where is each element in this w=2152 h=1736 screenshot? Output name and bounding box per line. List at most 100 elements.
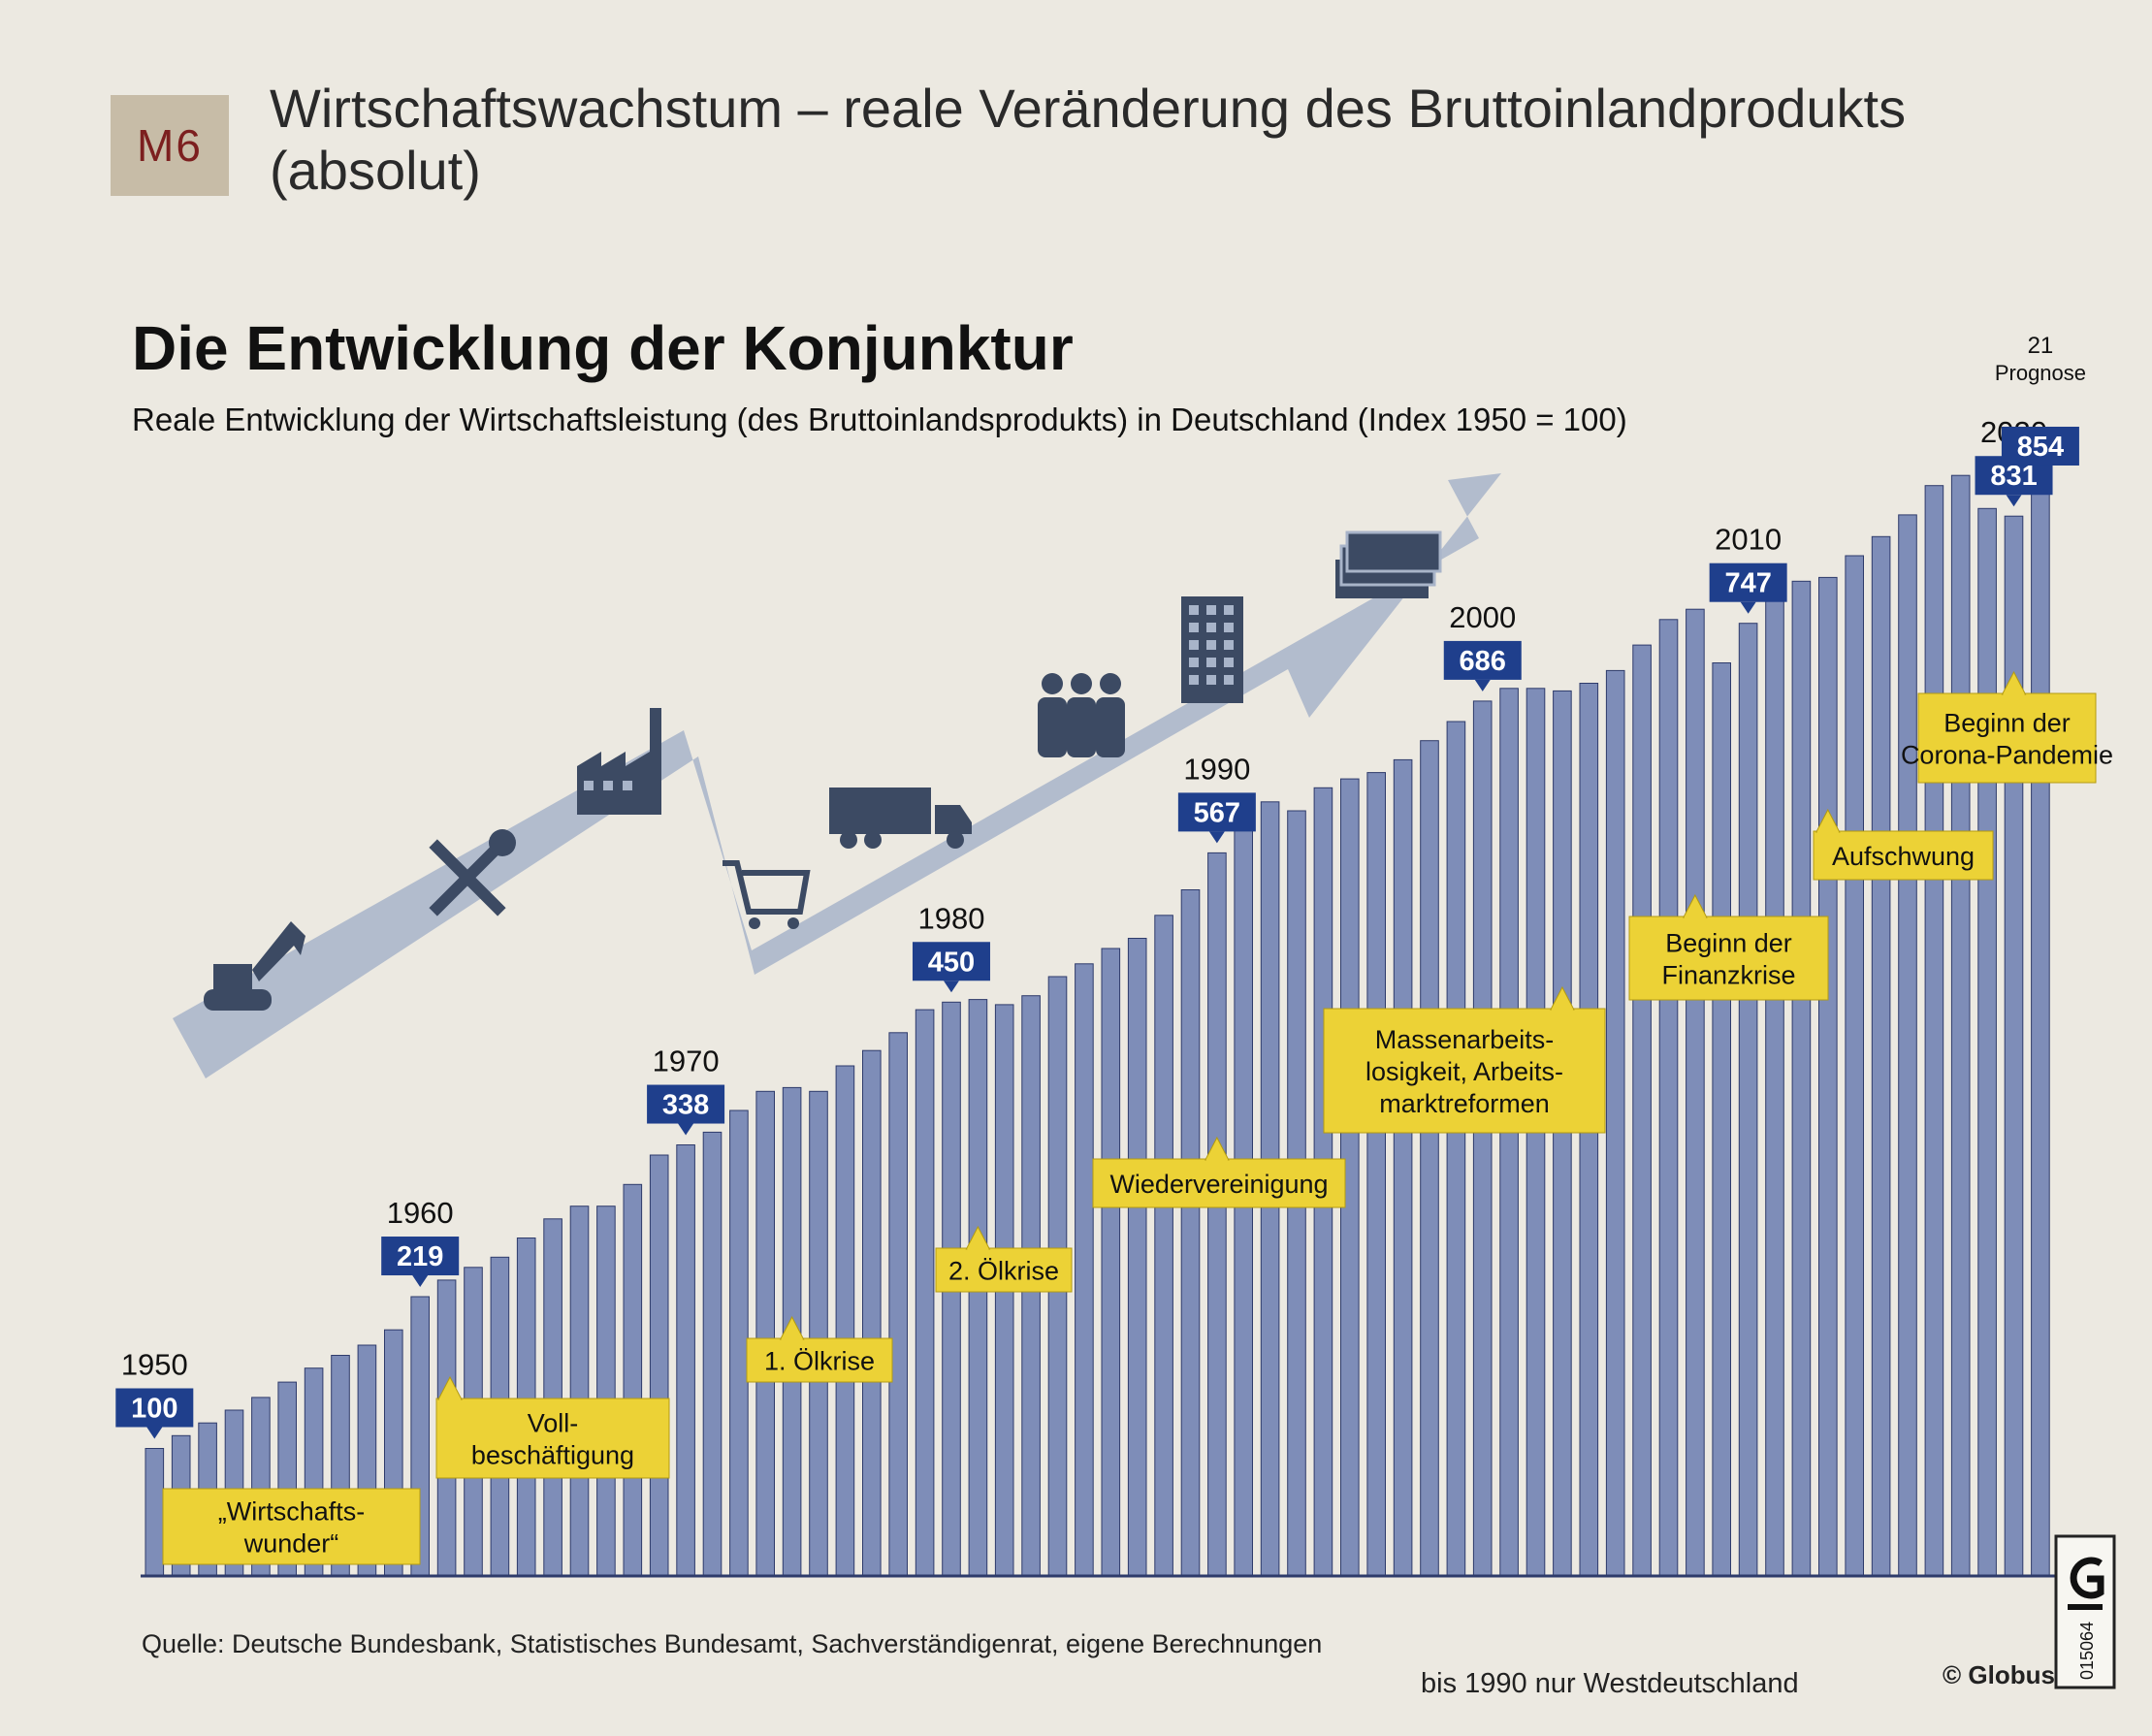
- value-box: [115, 1388, 194, 1428]
- year-label: 1960: [387, 1196, 454, 1230]
- callout-layer: „Wirtschafts-wunder“ Voll-beschäftigung 1.…: [162, 670, 2113, 1565]
- callout-text: Massenarbeits-losigkeit, Arbeits-marktre…: [1365, 1025, 1563, 1118]
- callout-box: [1917, 692, 2097, 784]
- shopping-cart-icon: [723, 860, 811, 929]
- chart-subtitle: Reale Entwicklung der Wirtschaftsleistun…: [132, 402, 1627, 437]
- callout-box: [435, 1398, 670, 1479]
- bar-2013: [1818, 576, 1838, 1577]
- bar-1968: [623, 1183, 643, 1577]
- header-title: Wirtschaftswachstum – reale Veränderung …: [270, 78, 1907, 201]
- year-label: 21: [2028, 333, 2054, 359]
- bar-1975: [809, 1090, 828, 1577]
- bar-1973: [755, 1090, 776, 1577]
- forecast-note: Prognose: [1995, 361, 2086, 385]
- label-layer: 100 1950 219 1960 338 1970 450 1980 567 1990 686 20…: [115, 333, 2086, 1439]
- callout-box: [162, 1488, 421, 1565]
- year-label: 1950: [121, 1348, 188, 1382]
- callout-8: Aufschwung: [1813, 808, 1994, 881]
- people-icon: [1038, 673, 1125, 757]
- value-text: 831: [1990, 461, 2037, 492]
- year-label: 1980: [917, 901, 984, 935]
- excavator-icon: [204, 921, 305, 1011]
- value-box: [1709, 563, 1787, 602]
- bar-2021: [2031, 486, 2050, 1577]
- source-note: Quelle: Deutsche Bundesbank, Statistisch…: [142, 1629, 1323, 1658]
- callout-9: Beginn der Corona-Pandemie: [1901, 670, 2113, 784]
- callout-box: [1092, 1158, 1346, 1208]
- bar-1979: [915, 1009, 935, 1577]
- bar-2016: [1898, 514, 1917, 1577]
- bar-2018: [1950, 474, 1971, 1577]
- callout-7: Beginn der Finanzkrise: [1628, 893, 1829, 1001]
- bar-1976: [835, 1065, 855, 1577]
- bar-2007: [1658, 619, 1679, 1577]
- callout-text: Aufschwung: [1832, 842, 1975, 871]
- bar-1970: [676, 1144, 695, 1577]
- value-text: 100: [131, 1394, 177, 1425]
- logo-code: 015064: [2077, 1622, 2097, 1680]
- bar-2015: [1871, 535, 1891, 1577]
- value-text: 747: [1724, 568, 1771, 599]
- callout-6: Massenarbeits-losigkeit, Arbeits-marktre…: [1323, 985, 1606, 1134]
- bar-2014: [1845, 555, 1865, 1577]
- icon-layer: [204, 530, 1442, 1011]
- callout-box: [1813, 830, 1994, 881]
- truck-icon: [829, 788, 972, 849]
- bar-1996: [1366, 772, 1387, 1577]
- bar-1971: [702, 1131, 723, 1577]
- bar-2017: [1924, 485, 1944, 1577]
- bar-1989: [1180, 889, 1201, 1577]
- value-label-1950: 100 1950: [115, 1348, 194, 1439]
- callout-text: Voll-beschäftigung: [471, 1409, 634, 1470]
- value-label-2010: 747 2010: [1709, 523, 1787, 614]
- bar-1998: [1420, 740, 1439, 1577]
- money-stack-icon: [1335, 530, 1442, 598]
- section-label: M6: [111, 95, 229, 196]
- value-label-1970: 338 1970: [647, 1045, 725, 1136]
- value-text: 567: [1194, 797, 1240, 828]
- callout-2: Voll-beschäftigung: [435, 1375, 670, 1479]
- office-building-icon: [1181, 596, 1243, 703]
- value-text: 450: [928, 947, 975, 978]
- value-text: 219: [397, 1241, 443, 1272]
- callout-box: [746, 1337, 893, 1383]
- globus-logo: 015064: [2054, 1534, 2116, 1689]
- year-label: 2000: [1449, 600, 1516, 634]
- value-label-1980: 450 1980: [912, 901, 990, 993]
- callout-3: 1. Ölkrise: [746, 1315, 893, 1383]
- bar-1950: [145, 1448, 165, 1577]
- value-box: [2001, 426, 2079, 466]
- bar-2008: [1686, 608, 1705, 1577]
- value-text: 854: [2017, 432, 2064, 463]
- tools-icon: [429, 829, 516, 916]
- bar-2019: [1977, 507, 1997, 1577]
- value-label-1990: 567 1990: [1177, 752, 1256, 844]
- bar-1967: [596, 1206, 616, 1577]
- callout-1: „Wirtschafts-wunder“: [162, 1488, 421, 1565]
- bar-2011: [1765, 586, 1784, 1577]
- value-label-2000: 686 2000: [1443, 600, 1522, 691]
- bar-1978: [888, 1032, 909, 1577]
- bar-1986: [1101, 948, 1121, 1577]
- copyright: © Globus: [1943, 1660, 2055, 1689]
- value-box: [381, 1237, 460, 1276]
- bar-2006: [1632, 644, 1652, 1577]
- bar-1999: [1446, 721, 1466, 1577]
- factory-icon: [577, 708, 661, 815]
- region-note: bis 1990 nur Westdeutschland: [1421, 1668, 1799, 1699]
- chart-title: Die Entwicklung der Konjunktur: [132, 313, 1074, 383]
- bar-1977: [862, 1049, 882, 1577]
- bar-1985: [1075, 963, 1094, 1577]
- value-box: [1177, 792, 1256, 832]
- bar-1965: [543, 1218, 562, 1577]
- year-label: 2010: [1715, 523, 1782, 557]
- callout-text: Beginn der Finanzkrise: [1661, 929, 1795, 990]
- value-label-1960: 219 1960: [381, 1196, 460, 1288]
- bar-2012: [1791, 580, 1812, 1577]
- bar-layer: [141, 474, 2058, 1578]
- bar-2010: [1738, 623, 1758, 1577]
- bar-2003: [1553, 690, 1572, 1577]
